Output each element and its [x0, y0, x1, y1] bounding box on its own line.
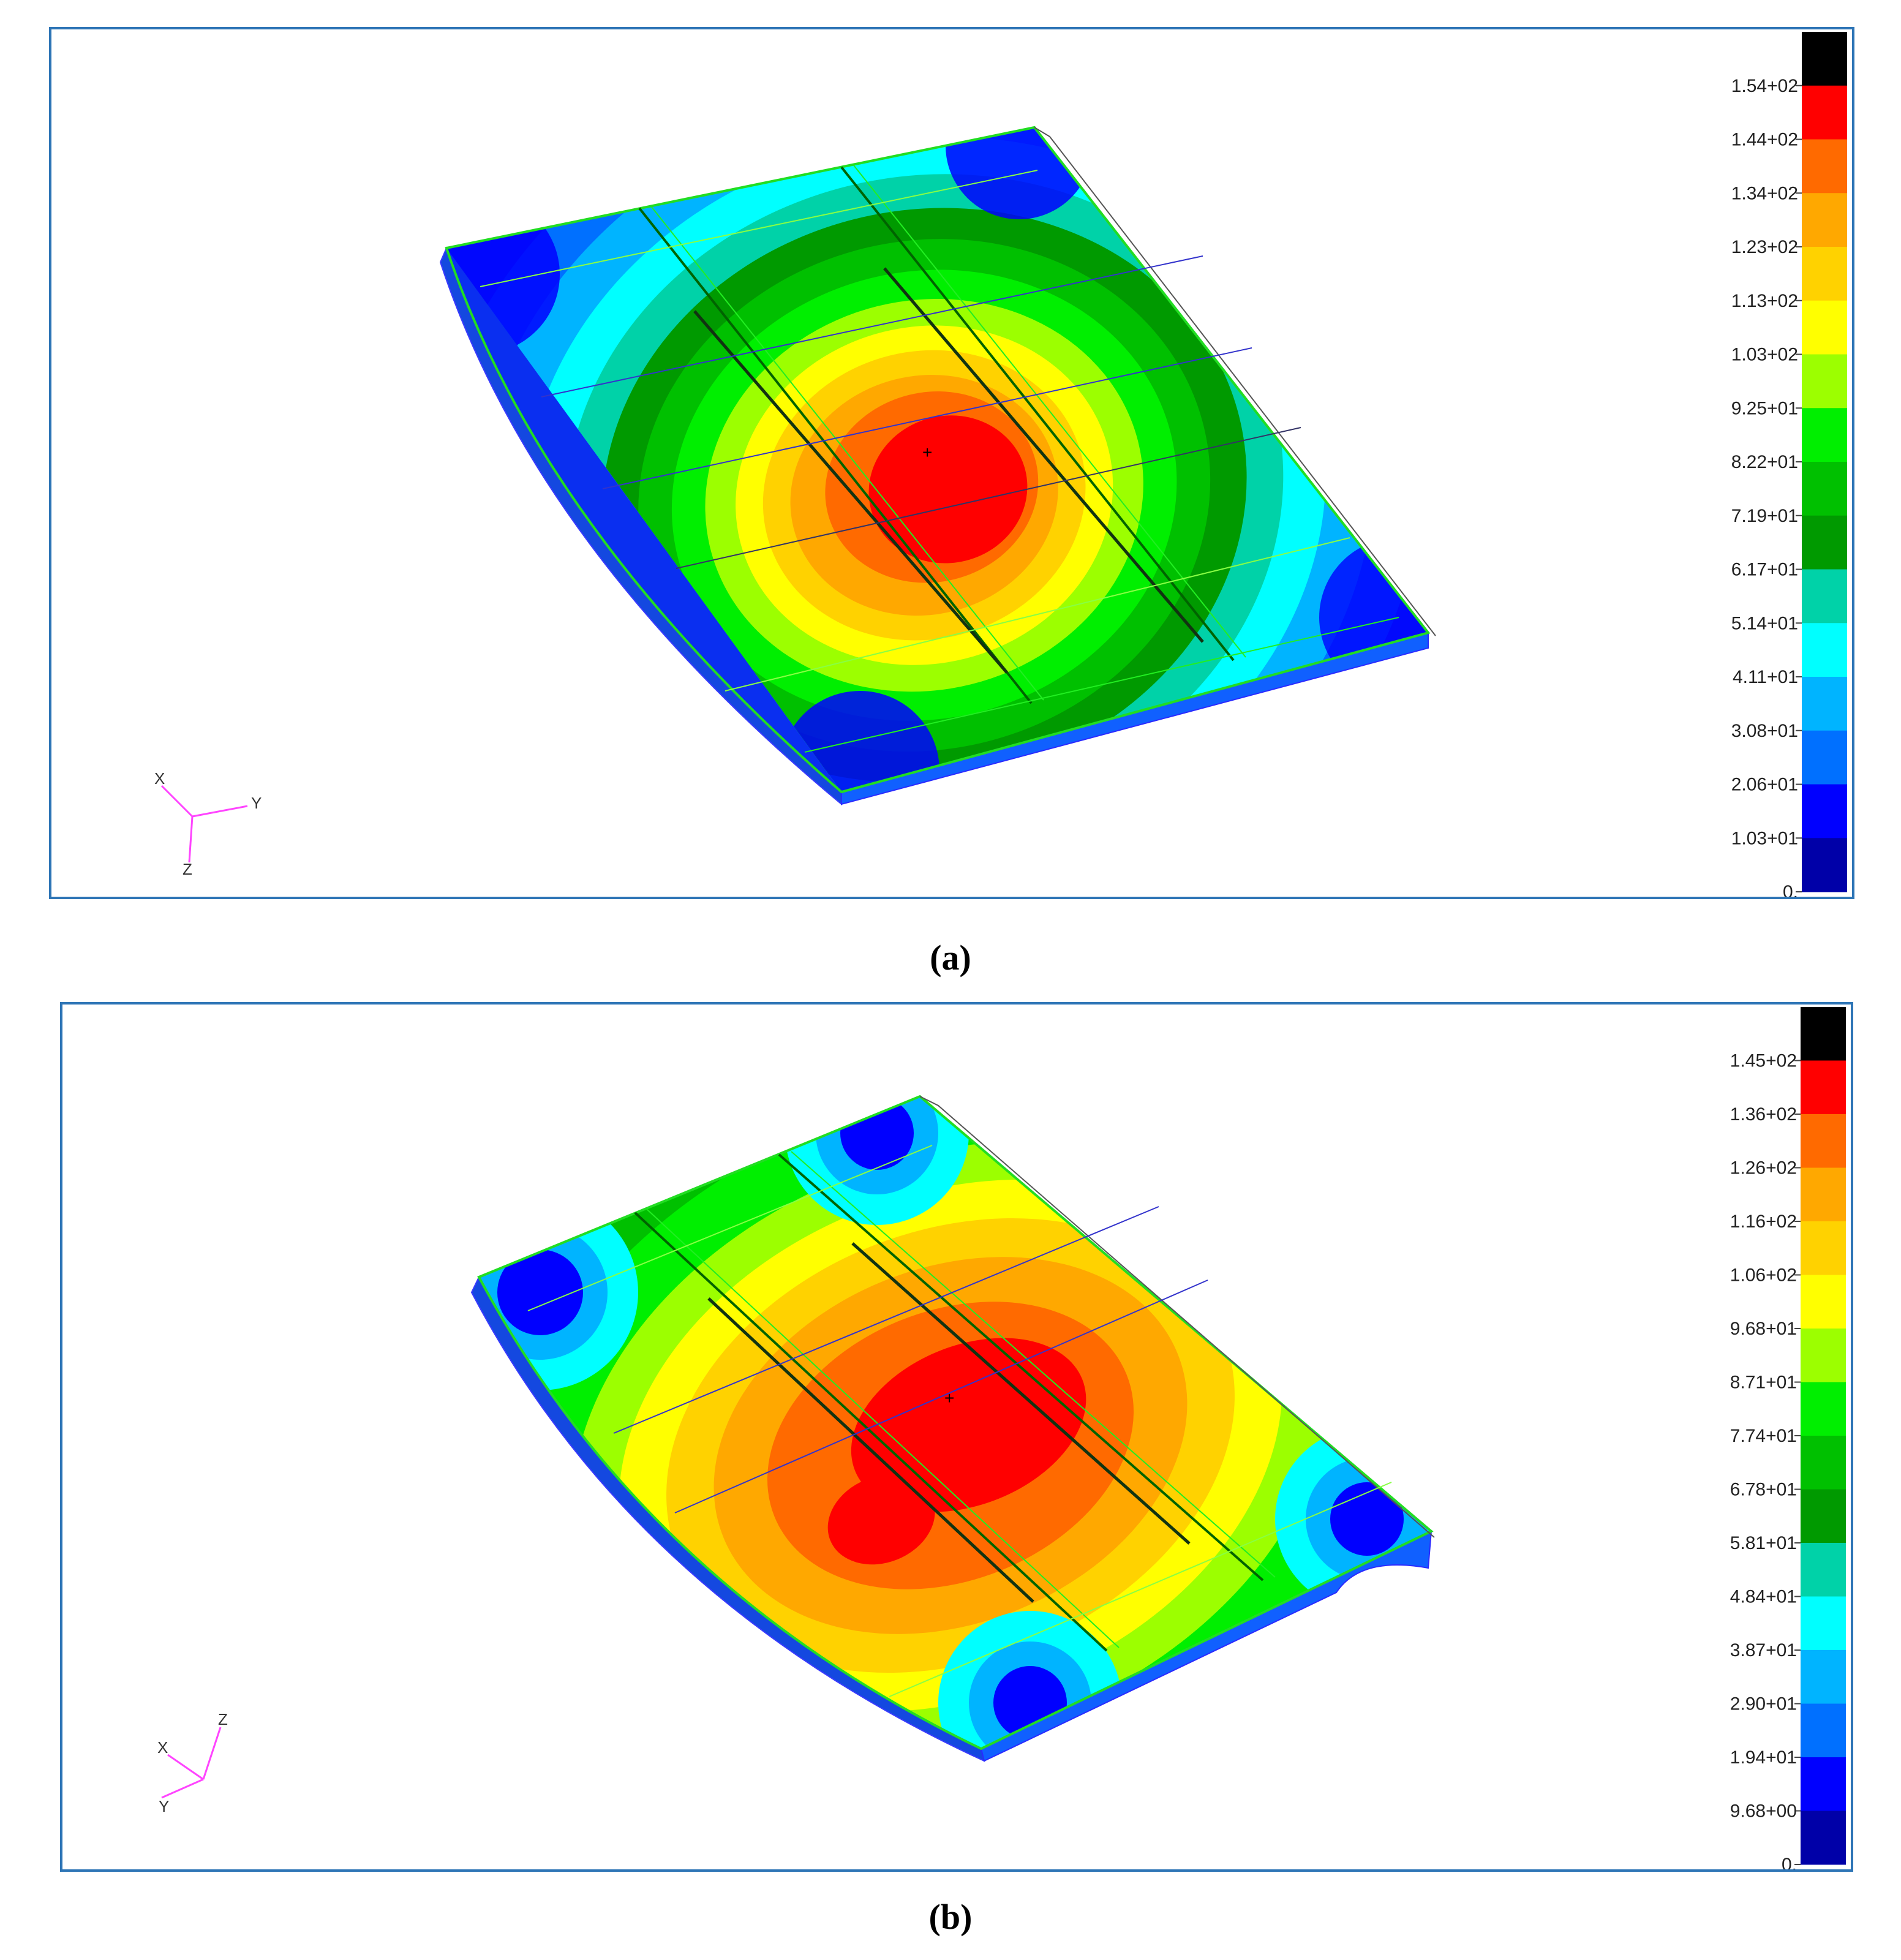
color-legend-b: 1.45+02 1.36+02 1.26+02 1.16+02 1.06+02 9.68+…: [1730, 1007, 1846, 1869]
legend-swatch: [1802, 300, 1847, 355]
legend-swatch: [1801, 1596, 1846, 1651]
legend-swatch: [1801, 1329, 1846, 1382]
legend-tick-label: 7.19+01: [1731, 506, 1798, 526]
legend-tick-label: 2.06+01: [1731, 775, 1798, 795]
legend-swatch: [1802, 569, 1847, 624]
legend-tick-label: 9.25+01: [1731, 398, 1798, 418]
plate-model-b: +: [470, 1095, 1435, 1762]
legend-tick-label: 2.90+01: [1730, 1694, 1797, 1714]
axis-label-x-a: X: [154, 769, 165, 788]
legend-swatch: [1802, 623, 1847, 677]
caption-a: (a): [930, 938, 971, 978]
legend-tick-label: 1.44+02: [1731, 130, 1798, 150]
svg-text:+: +: [922, 443, 932, 462]
legend-swatch: [1801, 1114, 1846, 1168]
legend-tick-label: 3.87+01: [1730, 1640, 1797, 1660]
legend-swatch: [1802, 462, 1847, 516]
legend-tick-label: 8.22+01: [1731, 452, 1798, 472]
legend-tick-label: 8.71+01: [1730, 1373, 1797, 1393]
legend-swatch: [1801, 1436, 1846, 1490]
legend-tick-label: 9.68+00: [1730, 1801, 1797, 1822]
axis-label-z-b: Z: [218, 1710, 228, 1728]
axis-label-y-a: Y: [251, 794, 262, 812]
legend-tick-label: 4.11+01: [1733, 667, 1798, 687]
caption-b: (b): [928, 1897, 973, 1937]
axis-label-z-a: Z: [183, 860, 192, 878]
legend-tick-label: 1.94+01: [1730, 1747, 1797, 1768]
axis-label-y-b: Y: [159, 1797, 169, 1815]
legend-swatch: [1802, 32, 1847, 86]
legend-tick-label: 1.36+02: [1730, 1104, 1797, 1125]
legend-swatch: [1801, 1757, 1846, 1811]
legend-swatch: [1801, 1275, 1846, 1329]
plate-model-a: +: [439, 126, 1436, 806]
legend-swatch: [1801, 1489, 1846, 1544]
legend-tick-label: 3.08+01: [1731, 721, 1798, 741]
legend-swatch: [1801, 1811, 1846, 1865]
legend-swatch: [1801, 1007, 1846, 1061]
legend-swatch: [1802, 354, 1847, 409]
legend-swatch: [1802, 85, 1847, 140]
axis-label-x-b: X: [157, 1738, 168, 1757]
legend-swatch: [1801, 1703, 1846, 1758]
legend-tick-label: 1.03+02: [1731, 345, 1798, 365]
legend-swatch: [1802, 408, 1847, 462]
legend-swatch: [1801, 1382, 1846, 1436]
legend-tick-label: 1.34+02: [1731, 183, 1798, 203]
contour-plot-panel-a: + X Y Z 1.54+02 1.44+02 1.34+02 1.23+02 1.13…: [49, 27, 1854, 899]
legend-tick-label: 1.23+02: [1731, 237, 1798, 257]
legend-tick-label: 5.14+01: [1731, 613, 1798, 633]
legend-swatch: [1801, 1543, 1846, 1597]
legend-tick-label: 6.17+01: [1731, 560, 1798, 580]
legend-tick-label: 0.: [1783, 882, 1798, 897]
contour-plot-a: + X Y Z 1.54+02 1.44+02 1.34+02 1.23+02 1.13…: [154, 32, 1847, 897]
legend-tick-label: 7.74+01: [1730, 1426, 1797, 1446]
legend-tick-label: 1.26+02: [1730, 1158, 1797, 1178]
legend-swatch: [1802, 247, 1847, 301]
svg-text:+: +: [944, 1389, 954, 1408]
legend-swatch: [1802, 677, 1847, 731]
legend-swatch: [1802, 838, 1847, 892]
legend-swatch: [1802, 784, 1847, 839]
legend-swatch: [1802, 730, 1847, 785]
legend-swatch: [1802, 193, 1847, 247]
legend-tick-label: 1.16+02: [1730, 1212, 1797, 1232]
contour-plot-b: + X Y Z 1.45+02 1.36+02 1.26+02 1.16+02 1.06…: [157, 1007, 1846, 1869]
legend-swatch: [1802, 515, 1847, 570]
legend-tick-label: 0.: [1782, 1855, 1797, 1869]
contour-plot-panel-b: + X Y Z 1.45+02 1.36+02 1.26+02 1.16+02 1.06…: [60, 1002, 1853, 1872]
legend-swatch: [1802, 139, 1847, 194]
axis-triad-a: X Y Z: [154, 769, 262, 878]
legend-tick-label: 1.03+01: [1731, 828, 1798, 848]
axis-triad-b: X Y Z: [157, 1710, 228, 1815]
legend-tick-label: 1.54+02: [1731, 76, 1798, 96]
legend-swatch: [1801, 1650, 1846, 1704]
legend-tick-label: 5.81+01: [1730, 1533, 1797, 1553]
legend-swatch: [1801, 1167, 1846, 1222]
legend-tick-label: 4.84+01: [1730, 1587, 1797, 1607]
legend-swatch: [1801, 1060, 1846, 1115]
legend-tick-label: 1.13+02: [1731, 291, 1798, 311]
legend-tick-label: 6.78+01: [1730, 1480, 1797, 1500]
legend-swatch: [1801, 1221, 1846, 1275]
legend-tick-label: 9.68+01: [1730, 1319, 1797, 1339]
legend-tick-label: 1.06+02: [1730, 1265, 1797, 1286]
color-legend-a: 1.54+02 1.44+02 1.34+02 1.23+02 1.13+02 1.03+…: [1731, 32, 1847, 897]
legend-tick-label: 1.45+02: [1730, 1051, 1797, 1071]
